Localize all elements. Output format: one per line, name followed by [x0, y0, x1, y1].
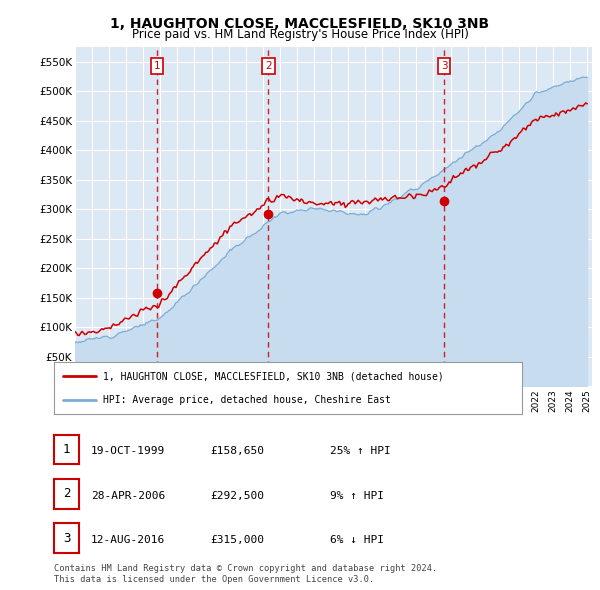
- Text: 12-AUG-2016: 12-AUG-2016: [91, 535, 166, 545]
- Text: 3: 3: [63, 532, 70, 545]
- Text: 3: 3: [441, 61, 448, 71]
- Text: 9% ↑ HPI: 9% ↑ HPI: [330, 491, 384, 500]
- Text: 2: 2: [63, 487, 70, 500]
- Text: 2: 2: [265, 61, 272, 71]
- Text: £292,500: £292,500: [210, 491, 264, 500]
- Text: This data is licensed under the Open Government Licence v3.0.: This data is licensed under the Open Gov…: [54, 575, 374, 584]
- Text: 1, HAUGHTON CLOSE, MACCLESFIELD, SK10 3NB: 1, HAUGHTON CLOSE, MACCLESFIELD, SK10 3N…: [110, 17, 490, 31]
- Text: Price paid vs. HM Land Registry's House Price Index (HPI): Price paid vs. HM Land Registry's House …: [131, 28, 469, 41]
- Text: 25% ↑ HPI: 25% ↑ HPI: [330, 447, 391, 456]
- Text: 1, HAUGHTON CLOSE, MACCLESFIELD, SK10 3NB (detached house): 1, HAUGHTON CLOSE, MACCLESFIELD, SK10 3N…: [103, 371, 444, 381]
- Text: 28-APR-2006: 28-APR-2006: [91, 491, 166, 500]
- Text: HPI: Average price, detached house, Cheshire East: HPI: Average price, detached house, Ches…: [103, 395, 391, 405]
- Text: 6% ↓ HPI: 6% ↓ HPI: [330, 535, 384, 545]
- Text: 1: 1: [63, 443, 70, 456]
- Text: £158,650: £158,650: [210, 447, 264, 456]
- Text: Contains HM Land Registry data © Crown copyright and database right 2024.: Contains HM Land Registry data © Crown c…: [54, 565, 437, 573]
- Text: 19-OCT-1999: 19-OCT-1999: [91, 447, 166, 456]
- Text: 1: 1: [154, 61, 160, 71]
- Text: £315,000: £315,000: [210, 535, 264, 545]
